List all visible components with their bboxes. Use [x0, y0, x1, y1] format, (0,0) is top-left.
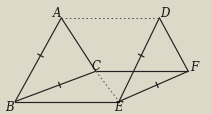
Text: F: F: [190, 60, 198, 73]
Text: D: D: [160, 7, 169, 20]
Text: B: B: [5, 100, 14, 113]
Text: C: C: [91, 59, 100, 72]
Text: E: E: [115, 100, 123, 113]
Text: A: A: [53, 7, 61, 20]
